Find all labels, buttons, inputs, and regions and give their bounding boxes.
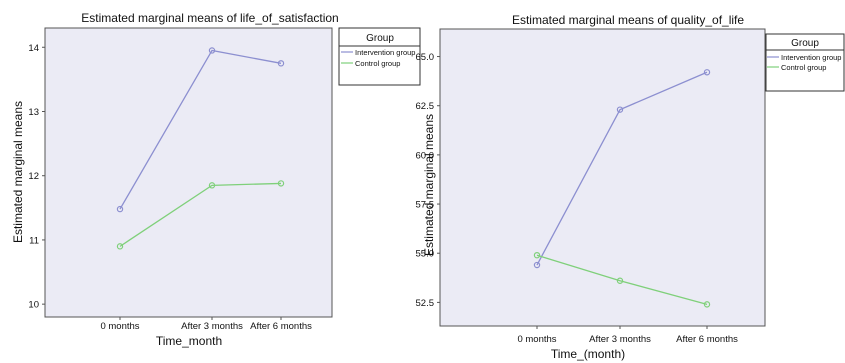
y-tick-label: 55.0 — [416, 249, 435, 260]
y-tick-label: 14 — [28, 43, 39, 54]
x-axis-label: Time_(month) — [551, 347, 625, 361]
x-tick-label: After 6 months — [250, 321, 312, 332]
y-tick-label: 57.5 — [416, 200, 435, 211]
y-tick-labels: 10 11 12 13 14 — [28, 43, 45, 311]
series-line-control — [119, 182, 282, 247]
data-point-intervention — [703, 69, 711, 76]
legend-title-box — [765, 33, 845, 51]
y-tick-labels: 52.5 55.0 57.5 60.0 62.5 65.0 — [416, 52, 440, 309]
legend-title: Group — [366, 33, 394, 44]
x-tick-label: After 3 months — [589, 334, 651, 345]
y-tick-label: 11 — [29, 235, 39, 246]
legend: Group Intervention group Control group — [765, 33, 845, 92]
x-tick-label: 0 months — [517, 334, 556, 345]
plot-area — [44, 27, 333, 318]
chart-life-of-satisfaction: Estimated marginal means of life_of_sati… — [11, 11, 421, 348]
y-tick-label: 52.5 — [416, 298, 435, 309]
y-tick-label: 60.0 — [416, 150, 435, 161]
data-point-control — [208, 182, 216, 189]
series-marks — [116, 47, 285, 250]
series-line-control — [536, 254, 708, 305]
legend-title-box — [338, 27, 421, 47]
data-point-intervention — [277, 60, 285, 67]
data-point-control — [533, 251, 541, 259]
x-axis-label: Time_month — [156, 334, 222, 348]
legend: Group Intervention group Control group — [338, 27, 421, 86]
y-tick-label: 65.0 — [416, 52, 435, 63]
data-point-control — [116, 243, 124, 250]
legend-label-control: Control group — [355, 59, 400, 68]
y-tick-label: 13 — [28, 107, 39, 118]
legend-label-control: Control group — [781, 63, 826, 72]
chart-title: Estimated marginal means of life_of_sati… — [81, 11, 338, 25]
legend-label-intervention: Intervention group — [355, 48, 415, 57]
data-point-control — [616, 277, 624, 284]
legend-title: Group — [791, 38, 819, 49]
x-tick-label: 0 months — [100, 321, 139, 332]
data-point-intervention — [616, 106, 624, 113]
y-tick-label: 10 — [28, 300, 39, 311]
series-line-intervention — [119, 49, 282, 210]
series-marks — [533, 69, 711, 308]
chart-quality-of-life: Estimated marginal means of quality_of_l… — [416, 13, 845, 361]
y-tick-label: 62.5 — [416, 101, 435, 112]
data-point-intervention — [116, 205, 124, 213]
data-point-control — [277, 180, 285, 187]
x-tick-labels: 0 months After 3 months After 6 months — [517, 326, 738, 345]
x-tick-label: After 3 months — [181, 321, 243, 332]
data-point-intervention — [208, 47, 216, 54]
data-point-control — [703, 301, 711, 308]
series-line-intervention — [536, 71, 708, 266]
plot-area — [439, 28, 766, 327]
y-tick-label: 12 — [28, 171, 39, 182]
data-point-intervention — [533, 261, 541, 269]
x-tick-labels: 0 months After 3 months After 6 months — [100, 317, 312, 332]
chart-title: Estimated marginal means of quality_of_l… — [512, 13, 744, 27]
y-axis-label: Estimated marginal means — [11, 101, 25, 243]
x-tick-label: After 6 months — [676, 334, 738, 345]
legend-label-intervention: Intervention group — [781, 53, 841, 62]
y-axis-label: Estimated marginal means — [422, 114, 436, 256]
